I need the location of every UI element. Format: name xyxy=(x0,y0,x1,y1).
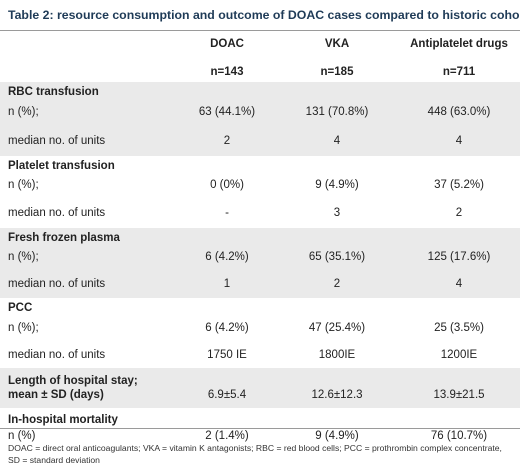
cell-doac: 6 (4.2%) xyxy=(205,322,249,334)
cell-antiplatelet: 4 xyxy=(455,278,463,290)
cell-doac: 1750 IE xyxy=(207,349,247,361)
table-row: n (%); 63 (44.1%) 131 (70.8%) 448 (63.0%… xyxy=(0,98,520,126)
row-label: median no. of units xyxy=(8,207,106,219)
row-label: n (%) xyxy=(8,430,36,442)
section-label: RBC transfusion xyxy=(8,86,99,98)
data-table: DOAC n=143 VKA n=185 Antiplatelet drugs … xyxy=(0,30,520,446)
header-vka: VKA n=185 xyxy=(276,30,398,78)
section-label-row: Fresh frozen plasma xyxy=(0,228,520,244)
cell-antiplatelet: 4 xyxy=(455,135,463,147)
cell-vka: 9 (4.9%) xyxy=(315,430,359,442)
stay-label: Length of hospital stay; mean ± SD (days… xyxy=(0,374,178,402)
cell-vka: 1800IE xyxy=(318,349,356,361)
row-label: median no. of units xyxy=(8,278,106,290)
row-label: n (%); xyxy=(8,251,39,263)
cell-vka: 65 (35.1%) xyxy=(308,251,366,263)
cell-antiplatelet: 25 (3.5%) xyxy=(434,322,484,334)
header-antiplatelet: Antiplatelet drugs n=711 xyxy=(398,30,520,78)
stay-label-line1: Length of hospital stay; xyxy=(8,375,138,387)
table-row: n (%); 0 (0%) 9 (4.9%) 37 (5.2%) xyxy=(0,172,520,198)
cell-vka: 12.6±12.3 xyxy=(311,389,363,401)
row-label: n (%); xyxy=(8,322,39,334)
section-ffp: Fresh frozen plasma n (%); 6 (4.2%) 65 (… xyxy=(0,228,520,298)
row-label: n (%); xyxy=(8,179,39,191)
header-doac-name: DOAC xyxy=(210,38,244,50)
section-mortality: In-hospital mortality n (%) 2 (1.4%) 9 (… xyxy=(0,408,520,446)
cell-doac: 6 (4.2%) xyxy=(205,251,249,263)
header-doac-n: n=143 xyxy=(210,66,244,78)
header-antiplatelet-name: Antiplatelet drugs xyxy=(410,38,508,50)
bottom-rule xyxy=(0,428,520,429)
cell-antiplatelet: 125 (17.6%) xyxy=(427,251,491,263)
cell-vka: 2 xyxy=(333,278,341,290)
section-label: In-hospital mortality xyxy=(8,414,118,426)
cell-antiplatelet: 13.9±21.5 xyxy=(433,389,485,401)
top-rule xyxy=(0,30,520,31)
header-row: DOAC n=143 VKA n=185 Antiplatelet drugs … xyxy=(0,30,520,82)
section-label-row: RBC transfusion xyxy=(0,82,520,98)
table-title: Table 2: resource consumption and outcom… xyxy=(8,8,520,22)
row-label: median no. of units xyxy=(8,135,106,147)
row-label: n (%); xyxy=(8,106,39,118)
section-label: Fresh frozen plasma xyxy=(8,232,120,244)
cell-doac: 6.9±5.4 xyxy=(207,389,247,401)
header-vka-name: VKA xyxy=(324,38,350,50)
section-pcc: PCC n (%); 6 (4.2%) 47 (25.4%) 25 (3.5%)… xyxy=(0,298,520,368)
cell-doac: - xyxy=(225,207,229,219)
cell-vka: 47 (25.4%) xyxy=(308,322,366,334)
stay-label-line2: mean ± SD (days) xyxy=(8,389,104,401)
cell-doac: 2 (1.4%) xyxy=(205,430,249,442)
header-vka-n: n=185 xyxy=(320,66,354,78)
cell-vka: 3 xyxy=(333,207,341,219)
cell-antiplatelet: 1200IE xyxy=(440,349,478,361)
table-row: median no. of units 2 4 4 xyxy=(0,126,520,156)
cell-doac: 63 (44.1%) xyxy=(198,106,256,118)
section-length-of-stay: Length of hospital stay; mean ± SD (days… xyxy=(0,368,520,408)
section-rbc: RBC transfusion n (%); 63 (44.1%) 131 (7… xyxy=(0,82,520,156)
cell-vka: 9 (4.9%) xyxy=(315,179,359,191)
table-row: n (%) 2 (1.4%) 9 (4.9%) 76 (10.7%) xyxy=(0,426,520,446)
cell-doac: 1 xyxy=(223,278,231,290)
cell-antiplatelet: 76 (10.7%) xyxy=(430,430,488,442)
table-row: median no. of units 1750 IE 1800IE 1200I… xyxy=(0,342,520,368)
header-antiplatelet-n: n=711 xyxy=(442,66,476,78)
section-label: Platelet transfusion xyxy=(8,160,115,172)
section-platelet: Platelet transfusion n (%); 0 (0%) 9 (4.… xyxy=(0,156,520,228)
table-row: median no. of units 1 2 4 xyxy=(0,270,520,298)
cell-doac: 2 xyxy=(223,135,231,147)
header-doac: DOAC n=143 xyxy=(178,30,276,78)
cell-antiplatelet: 448 (63.0%) xyxy=(427,106,491,118)
table-row: n (%); 6 (4.2%) 65 (35.1%) 125 (17.6%) xyxy=(0,244,520,270)
footnote: DOAC = direct oral anticoagulants; VKA =… xyxy=(8,443,502,465)
cell-antiplatelet: 2 xyxy=(455,207,463,219)
cell-vka: 4 xyxy=(333,135,341,147)
section-label-row: In-hospital mortality xyxy=(0,408,520,426)
cell-antiplatelet: 37 (5.2%) xyxy=(434,179,484,191)
table-row: median no. of units - 3 2 xyxy=(0,198,520,228)
section-label-row: Platelet transfusion xyxy=(0,156,520,172)
section-label-row: PCC xyxy=(0,298,520,314)
cell-doac: 0 (0%) xyxy=(210,179,244,191)
section-label: PCC xyxy=(8,302,33,314)
table-row: n (%); 6 (4.2%) 47 (25.4%) 25 (3.5%) xyxy=(0,314,520,342)
row-label: median no. of units xyxy=(8,349,106,361)
cell-vka: 131 (70.8%) xyxy=(305,106,369,118)
